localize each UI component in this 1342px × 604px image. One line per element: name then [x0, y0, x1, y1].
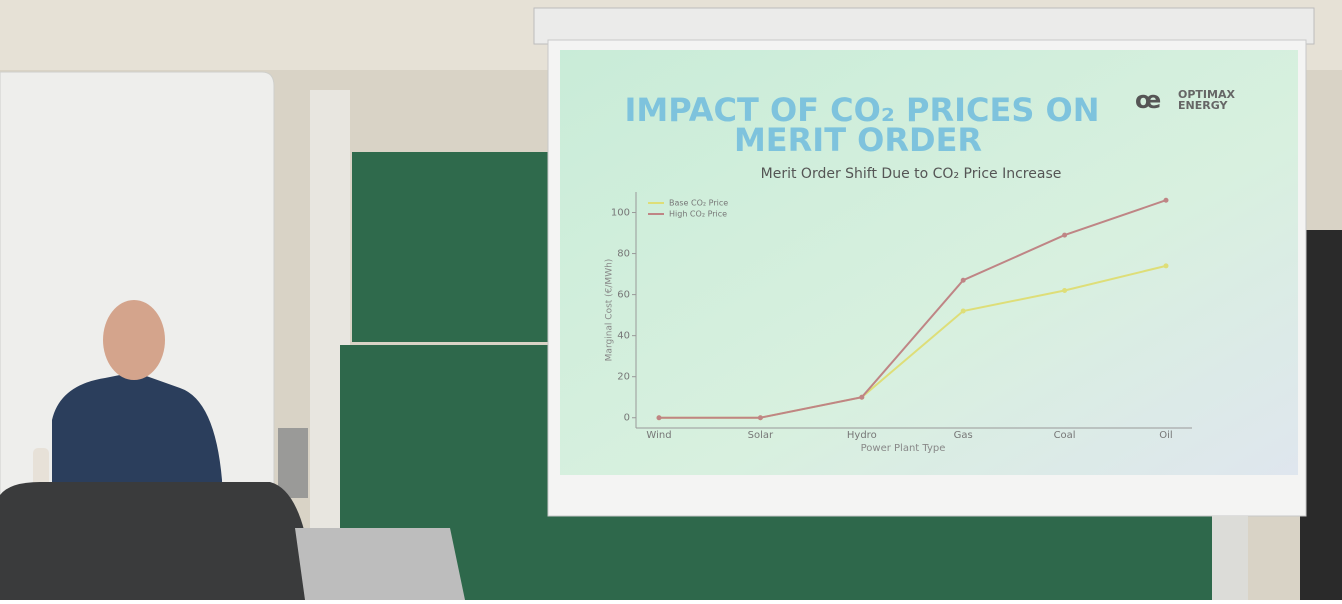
logo-text: ENERGY [1178, 99, 1228, 112]
data-point [1163, 263, 1169, 269]
screen-pole [1212, 516, 1248, 600]
laptop [295, 528, 465, 600]
y-tick-label: 20 [617, 372, 630, 383]
screen-casing [533, 7, 1315, 45]
bottle [33, 448, 49, 488]
x-tick-label: Wind [646, 430, 671, 441]
y-tick-label: 60 [617, 290, 630, 301]
x-tick-label: Hydro [847, 430, 877, 441]
chalkboard-upper [352, 152, 552, 342]
person-head [103, 300, 165, 380]
data-point [1062, 232, 1068, 238]
y-tick-label: 80 [617, 249, 630, 260]
x-tick-label: Solar [748, 430, 774, 441]
x-tick-label: Gas [954, 430, 973, 441]
slide-title: MERIT ORDER [734, 121, 982, 159]
series-line [659, 199, 1167, 419]
chart-title: Merit Order Shift Due to CO₂ Price Incre… [761, 166, 1062, 182]
data-point [1163, 197, 1169, 203]
slide [560, 50, 1298, 475]
y-axis-label: Marginal Cost (€/MWh) [605, 259, 615, 362]
x-tick-label: Oil [1159, 430, 1172, 441]
legend-label: Base CO₂ Price [669, 199, 728, 208]
legend-label: High CO₂ Price [669, 210, 727, 219]
bracket [278, 428, 308, 498]
y-tick-label: 100 [611, 208, 630, 219]
data-point [1062, 288, 1068, 294]
logo-text: OPTIMAX [1178, 88, 1235, 101]
data-point [656, 415, 662, 421]
y-tick-label: 0 [624, 413, 630, 424]
data-point [960, 308, 966, 314]
y-tick-label: 40 [617, 331, 630, 342]
data-point [757, 415, 763, 421]
data-point [960, 277, 966, 283]
data-point [859, 394, 865, 400]
podium [0, 482, 310, 600]
chart: Merit Order Shift Due to CO₂ Price Incre… [605, 166, 1192, 454]
x-tick-label: Coal [1054, 430, 1076, 441]
x-axis-label: Power Plant Type [861, 443, 946, 454]
logo-mark: œ [1135, 86, 1161, 114]
slide-title: IMPACT OF CO₂ PRICES ON [624, 91, 1099, 129]
door [1300, 230, 1342, 600]
